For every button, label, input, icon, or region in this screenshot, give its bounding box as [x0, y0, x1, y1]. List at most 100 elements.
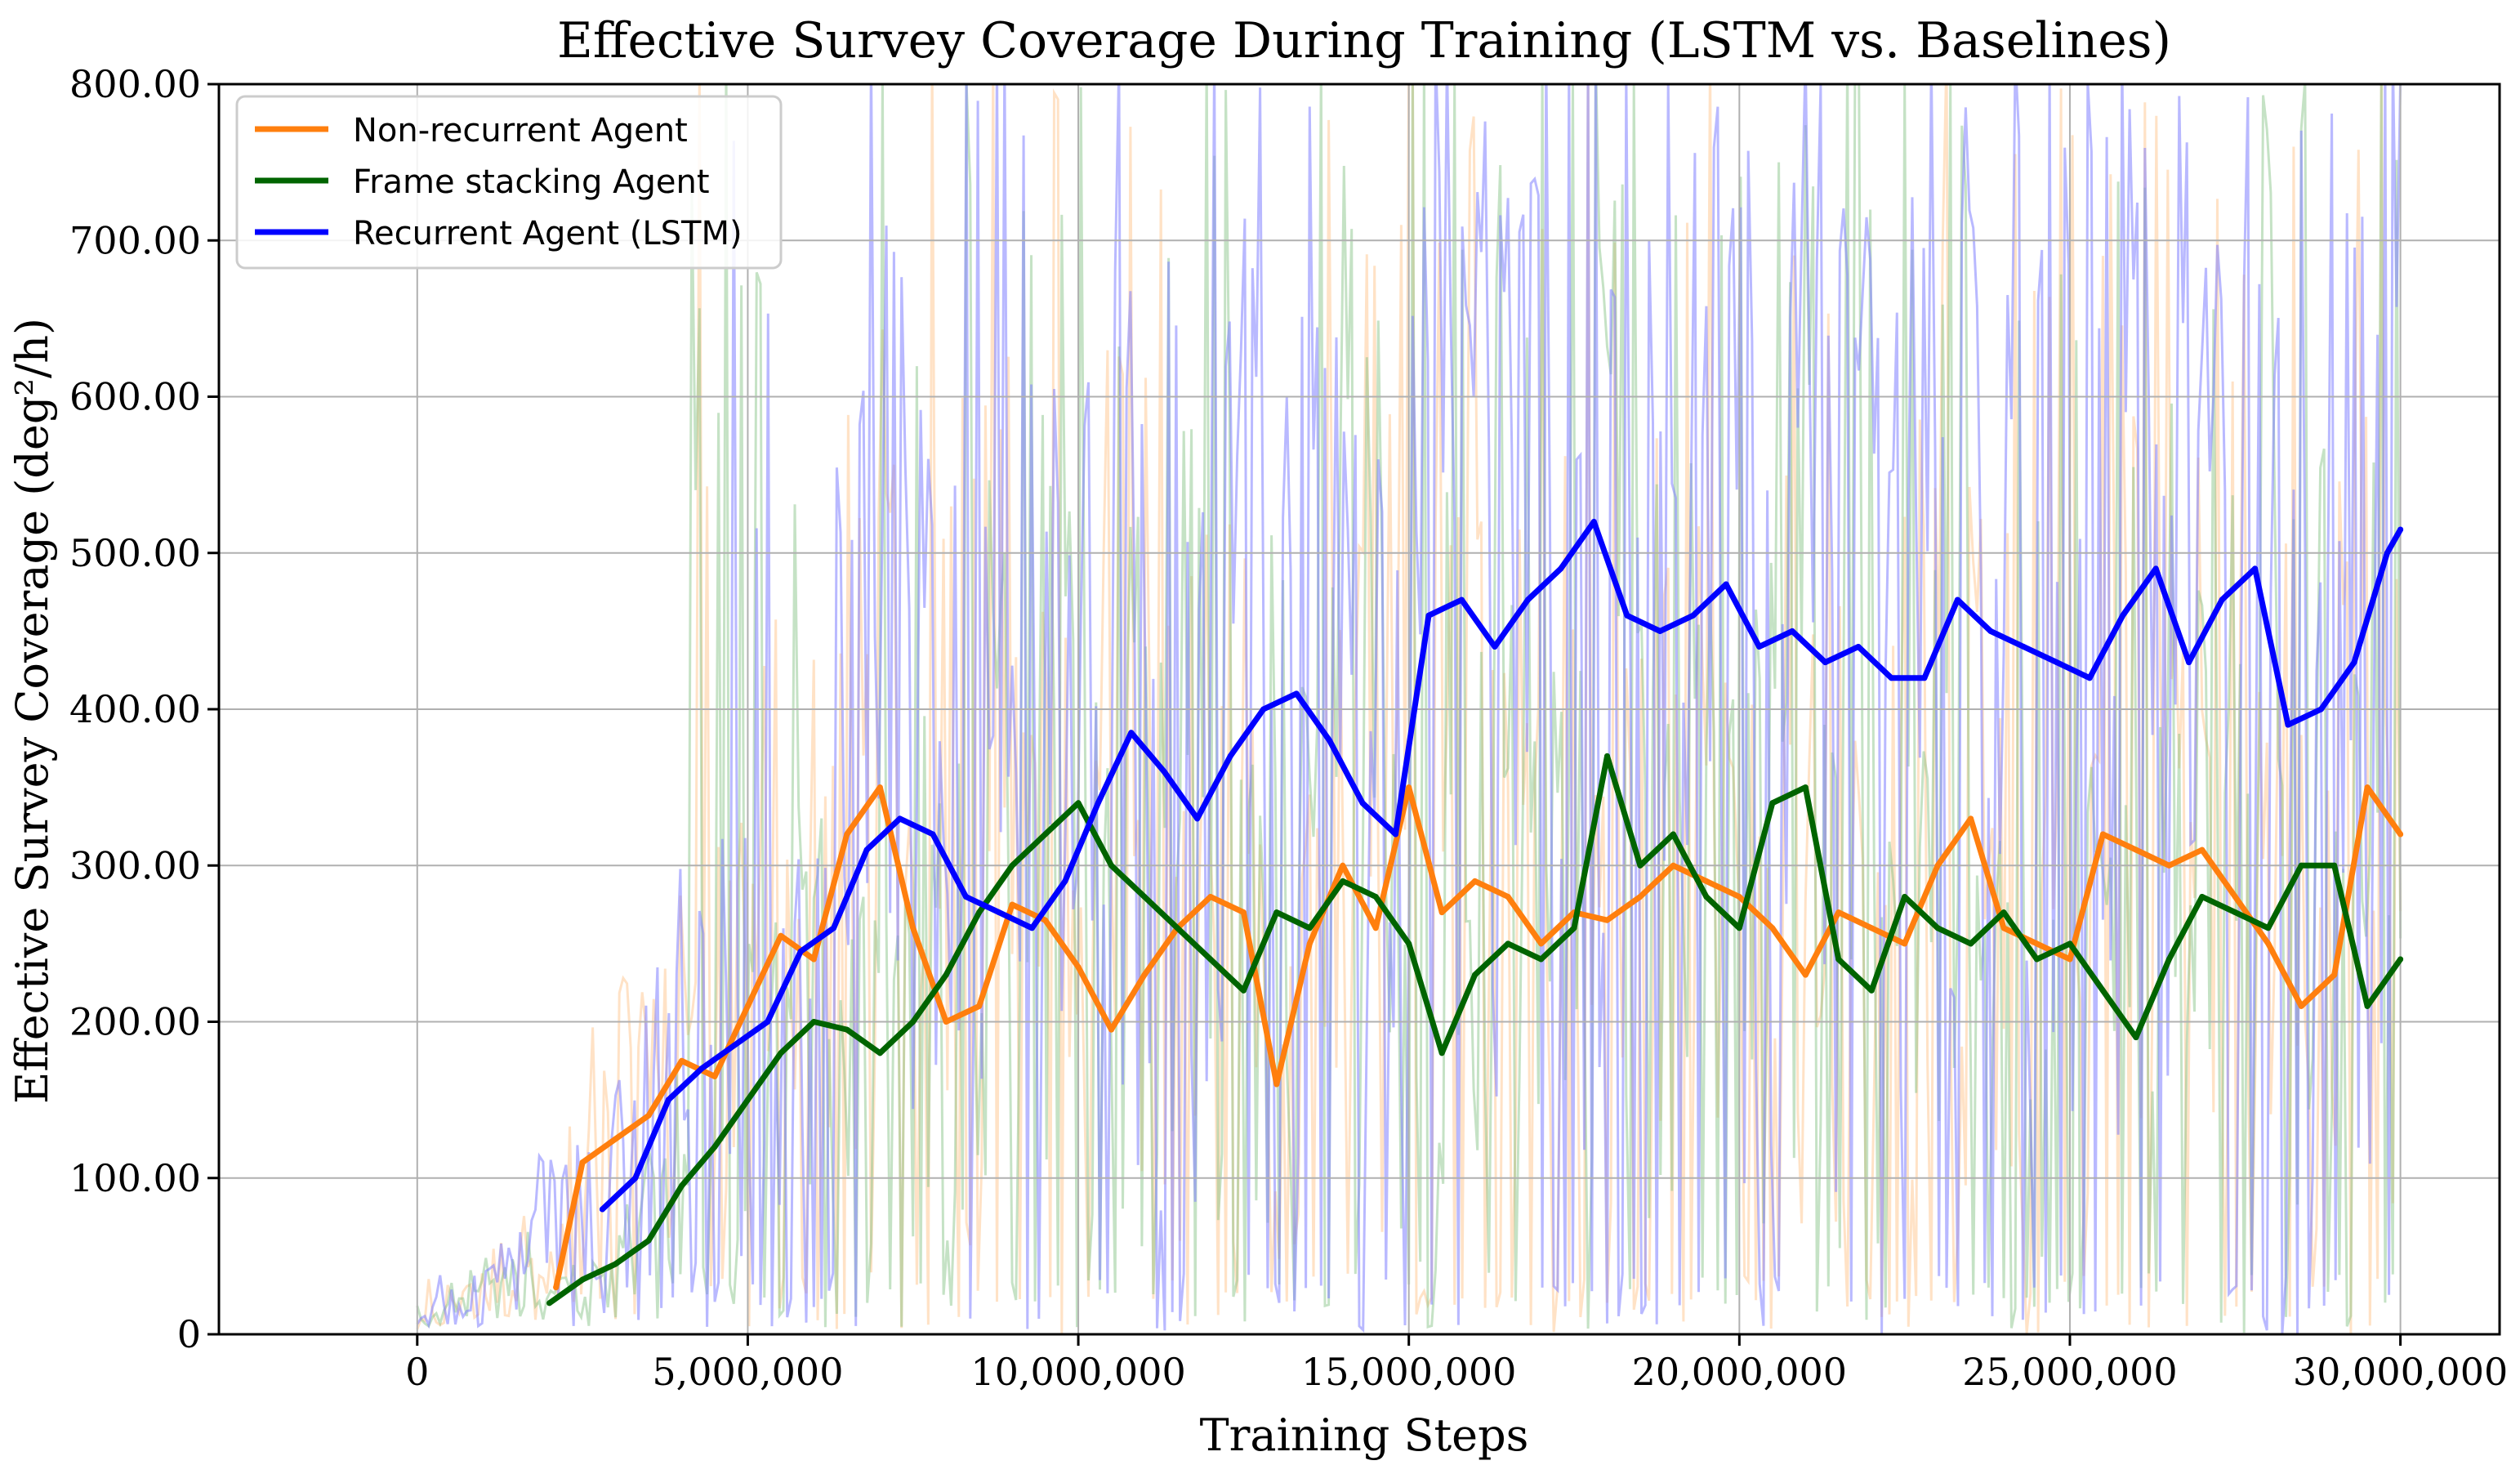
data-point-2 — [765, 1019, 771, 1025]
data-point-2 — [863, 846, 870, 853]
data-point-0 — [810, 956, 817, 963]
data-point-0 — [579, 1159, 586, 1166]
data-point-0 — [2000, 925, 2007, 931]
data-point-2 — [599, 1206, 605, 1213]
legend-label-recurrent-lstm: Recurrent Agent (LSTM) — [353, 215, 743, 252]
y-tick-label: 0 — [177, 1312, 201, 1356]
data-point-1 — [2265, 925, 2272, 931]
y-axis-label: Effective Survey Coverage (deg²/h) — [7, 318, 58, 1104]
data-point-2 — [1756, 644, 1763, 650]
data-point-2 — [698, 1065, 705, 1072]
data-point-2 — [897, 815, 903, 822]
data-point-1 — [613, 1261, 619, 1267]
data-point-1 — [1505, 940, 1511, 947]
data-point-2 — [1028, 925, 1035, 931]
data-point-2 — [930, 831, 936, 838]
data-point-0 — [1835, 909, 1842, 916]
y-tick-label: 100.00 — [69, 1156, 201, 1200]
data-point-0 — [1769, 925, 1776, 931]
data-point-2 — [2351, 659, 2357, 666]
data-point-1 — [2199, 894, 2206, 900]
data-point-0 — [778, 932, 784, 939]
data-point-0 — [910, 925, 917, 931]
data-point-1 — [1968, 940, 1974, 947]
data-point-1 — [844, 1026, 850, 1033]
data-point-0 — [844, 831, 850, 838]
y-tick-label: 300.00 — [69, 843, 201, 887]
data-point-2 — [963, 894, 969, 900]
data-point-1 — [778, 1050, 784, 1056]
data-point-1 — [1240, 987, 1247, 994]
data-point-2 — [2054, 659, 2060, 666]
data-point-2 — [665, 1097, 671, 1103]
data-point-2 — [1194, 815, 1201, 822]
data-point-0 — [1108, 1026, 1114, 1033]
data-point-2 — [1293, 690, 1300, 697]
data-point-1 — [2331, 862, 2338, 869]
data-point-2 — [1789, 628, 1795, 634]
x-tick-label: 20,000,000 — [1632, 1350, 1847, 1394]
data-point-0 — [1273, 1081, 1280, 1088]
data-point-1 — [810, 1019, 817, 1025]
data-point-2 — [1095, 800, 1101, 806]
legend: Non-recurrent Agent Frame stacking Agent… — [235, 95, 783, 270]
data-point-1 — [1273, 909, 1280, 916]
data-point-1 — [1174, 925, 1180, 931]
data-point-1 — [2298, 862, 2304, 869]
data-point-2 — [831, 925, 837, 931]
data-point-0 — [1042, 917, 1049, 923]
data-point-1 — [2165, 956, 2172, 963]
x-axis-label: Training Steps — [1200, 1409, 1529, 1461]
data-point-0 — [1240, 909, 1247, 916]
x-tick-label: 15,000,000 — [1301, 1350, 1516, 1394]
data-point-0 — [976, 1003, 983, 1009]
data-point-2 — [1062, 878, 1068, 884]
data-point-1 — [2067, 940, 2073, 947]
data-point-2 — [996, 909, 1002, 916]
data-point-0 — [1075, 964, 1082, 971]
data-point-1 — [1340, 878, 1346, 884]
data-point-0 — [1637, 894, 1644, 900]
data-point-2 — [1690, 612, 1697, 619]
data-point-2 — [2397, 526, 2404, 533]
data-point-2 — [1855, 644, 1862, 650]
legend-label-frame-stacking: Frame stacking Agent — [353, 163, 710, 201]
data-point-0 — [2034, 940, 2040, 947]
data-point-0 — [645, 1112, 652, 1119]
data-point-1 — [1141, 894, 1148, 900]
data-point-1 — [1736, 925, 1742, 931]
data-point-1 — [1604, 753, 1610, 759]
data-point-0 — [2199, 846, 2206, 853]
data-point-1 — [2034, 956, 2040, 963]
data-point-2 — [1624, 612, 1630, 619]
data-point-2 — [1260, 706, 1267, 712]
data-point-0 — [943, 1019, 949, 1025]
data-point-1 — [2133, 1034, 2139, 1041]
data-point-2 — [1524, 596, 1531, 603]
data-point-0 — [1009, 901, 1015, 908]
data-point-1 — [1207, 956, 1214, 963]
data-point-2 — [1822, 659, 1828, 666]
data-point-2 — [2285, 721, 2291, 728]
data-point-1 — [1835, 956, 1842, 963]
data-point-1 — [2000, 909, 2007, 916]
data-point-2 — [1987, 628, 1994, 634]
data-point-0 — [2165, 862, 2172, 869]
series-layer — [546, 519, 2404, 1307]
data-point-0 — [1934, 862, 1941, 869]
data-point-0 — [679, 1057, 685, 1064]
data-point-1 — [1934, 925, 1941, 931]
data-point-0 — [2364, 784, 2371, 791]
data-point-2 — [632, 1175, 639, 1181]
data-point-2 — [2384, 550, 2390, 556]
data-point-0 — [1968, 815, 1974, 822]
data-point-0 — [1306, 940, 1313, 947]
data-point-1 — [1472, 972, 1479, 978]
data-point-2 — [1889, 675, 1894, 681]
data-point-0 — [1141, 972, 1148, 978]
data-point-2 — [1161, 769, 1167, 775]
data-point-2 — [1590, 519, 1597, 525]
data-point-2 — [1227, 753, 1233, 759]
data-point-2 — [1393, 831, 1398, 838]
